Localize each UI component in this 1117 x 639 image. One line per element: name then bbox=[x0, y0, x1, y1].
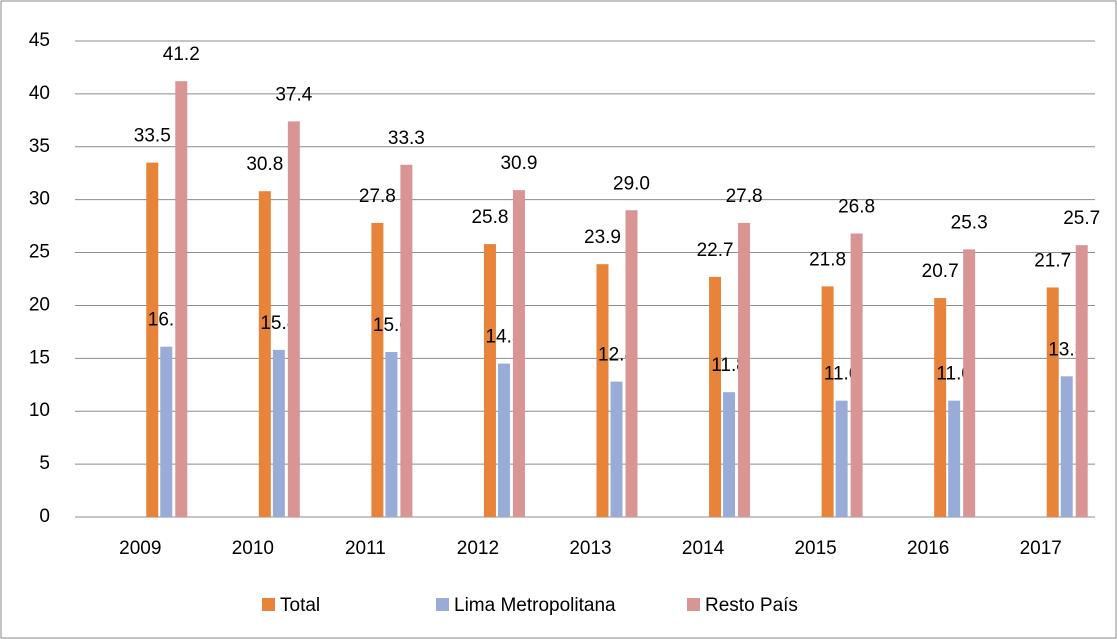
bar bbox=[371, 222, 384, 517]
bar bbox=[1060, 376, 1073, 517]
bar bbox=[821, 286, 834, 517]
y-tick-label: 40 bbox=[29, 83, 50, 104]
data-label: 29.0 bbox=[613, 173, 650, 194]
bar bbox=[175, 81, 188, 517]
data-label: 23.9 bbox=[584, 227, 621, 248]
y-tick-label: 5 bbox=[39, 453, 50, 474]
bar bbox=[497, 363, 510, 517]
bar bbox=[723, 392, 736, 517]
bar bbox=[512, 190, 525, 517]
data-label: 33.3 bbox=[388, 128, 425, 149]
legend-swatch bbox=[262, 598, 275, 611]
data-label: 27.8 bbox=[726, 186, 763, 207]
y-tick-label: 25 bbox=[29, 242, 50, 263]
data-label: 41.2 bbox=[163, 44, 200, 65]
x-tick-label: 2012 bbox=[457, 538, 499, 559]
bar bbox=[596, 264, 609, 517]
y-tick-label: 35 bbox=[29, 136, 50, 157]
data-label: 11.8 bbox=[711, 355, 747, 376]
bar bbox=[850, 233, 863, 517]
x-tick-label: 2009 bbox=[119, 538, 161, 559]
bar bbox=[835, 400, 848, 517]
data-label: 26.8 bbox=[838, 197, 875, 218]
bar bbox=[738, 222, 751, 517]
x-tick-label: 2016 bbox=[907, 538, 949, 559]
bar bbox=[963, 249, 976, 518]
bar bbox=[1046, 287, 1059, 517]
data-label: 25.7 bbox=[1063, 208, 1100, 229]
data-label: 11.0 bbox=[936, 364, 972, 385]
data-label: 25.8 bbox=[471, 207, 508, 228]
x-tick-label: 2011 bbox=[345, 538, 386, 559]
y-tick-label: 15 bbox=[29, 347, 50, 368]
legend-swatch bbox=[436, 598, 449, 611]
bar bbox=[146, 162, 159, 517]
bar bbox=[948, 400, 961, 517]
bar bbox=[610, 381, 623, 517]
y-tick-label: 10 bbox=[29, 400, 50, 421]
y-tick-label: 30 bbox=[29, 189, 50, 210]
data-label: 27.8 bbox=[359, 186, 396, 207]
y-tick-label: 45 bbox=[29, 30, 50, 51]
legend-label: Resto País bbox=[705, 595, 798, 616]
data-label: 20.7 bbox=[922, 261, 959, 282]
y-tick-label: 0 bbox=[39, 506, 50, 527]
data-label: 22.7 bbox=[697, 240, 734, 261]
data-label: 30.8 bbox=[246, 154, 283, 175]
legend-label: Lima Metropolitana bbox=[454, 595, 616, 616]
x-tick-label: 2013 bbox=[569, 538, 611, 559]
data-label: 21.8 bbox=[809, 249, 846, 270]
bar bbox=[934, 298, 947, 517]
x-tick-label: 2014 bbox=[682, 538, 725, 559]
bar bbox=[1075, 245, 1088, 517]
bar bbox=[385, 351, 398, 517]
bar bbox=[400, 164, 413, 517]
bar bbox=[258, 191, 271, 517]
data-label: 30.9 bbox=[500, 153, 537, 174]
x-tick-label: 2015 bbox=[794, 538, 836, 559]
y-tick-label: 20 bbox=[29, 294, 50, 315]
x-tick-label: 2017 bbox=[1020, 538, 1062, 559]
bar bbox=[483, 244, 496, 518]
bar bbox=[625, 210, 638, 517]
data-label: 33.5 bbox=[134, 126, 171, 147]
bar bbox=[160, 346, 173, 517]
bar bbox=[709, 276, 722, 517]
data-label: 11.0 bbox=[824, 364, 860, 385]
legend-swatch bbox=[687, 598, 700, 611]
x-tick-label: 2010 bbox=[232, 538, 274, 559]
legend-label: Total bbox=[280, 595, 320, 616]
data-label: 21.7 bbox=[1034, 250, 1071, 271]
data-label: 37.4 bbox=[275, 84, 312, 105]
bar bbox=[287, 121, 300, 517]
data-label: 25.3 bbox=[951, 212, 988, 233]
bar bbox=[272, 349, 285, 517]
